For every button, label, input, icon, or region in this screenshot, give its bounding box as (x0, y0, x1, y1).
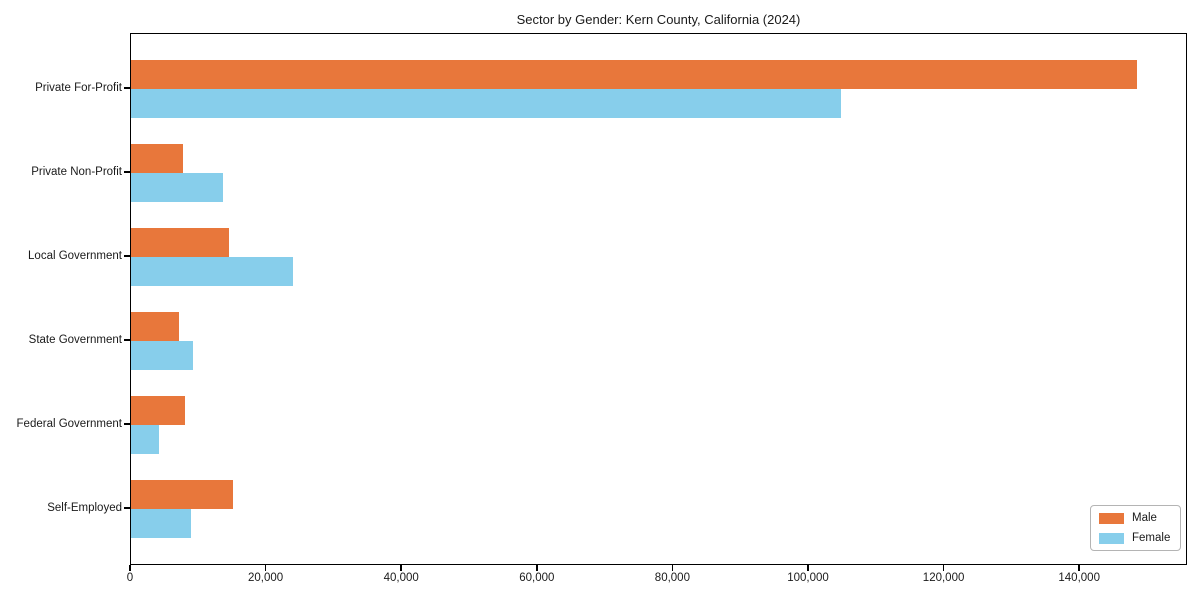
y-tick-mark (124, 87, 130, 89)
legend: Male Female (1090, 505, 1181, 551)
x-tick-mark (942, 565, 945, 571)
legend-entry-male: Male (1099, 512, 1172, 524)
x-tick-mark (129, 565, 131, 571)
x-tick-mark (1078, 565, 1080, 571)
bar-male-self-employed (131, 480, 233, 509)
bar-female-state-government (131, 341, 193, 370)
x-tick-mark (536, 565, 538, 571)
x-tick-label: 140,000 (1058, 572, 1100, 584)
plot-area (130, 33, 1187, 565)
x-tick-mark (807, 565, 809, 571)
y-tick-mark (124, 339, 130, 341)
bar-female-local-government (131, 257, 293, 286)
x-tick-label: 0 (126, 572, 134, 584)
bar-male-private-non-profit (131, 144, 183, 173)
bar-male-private-for-profit (131, 60, 1137, 89)
legend-label: Male (1132, 512, 1157, 524)
y-tick-label-local-government: Local Government (28, 250, 122, 262)
y-tick-mark (124, 171, 130, 173)
y-tick-label-federal-government: Federal Government (16, 418, 122, 430)
x-tick-label: 100,000 (787, 572, 829, 584)
x-tick-mark (671, 565, 674, 571)
legend-swatch-female (1099, 532, 1124, 544)
bar-male-state-government (131, 312, 179, 341)
legend-swatch-male (1099, 512, 1124, 524)
bars-layer (131, 34, 1186, 564)
y-tick-mark (124, 423, 130, 425)
legend-entry-female: Female (1099, 532, 1172, 544)
x-tick-label: 120,000 (922, 572, 965, 584)
bar-male-local-government (131, 228, 229, 257)
y-tick-mark (124, 507, 130, 509)
y-tick-label-private-for-profit: Private For-Profit (35, 82, 122, 94)
x-tick-label: 80,000 (654, 572, 690, 584)
bar-female-private-for-profit (131, 89, 841, 118)
y-tick-label-self-employed: Self-Employed (47, 502, 122, 514)
bar-male-federal-government (131, 396, 185, 425)
chart-title: Sector by Gender: Kern County, Californi… (516, 12, 801, 27)
y-tick-label-state-government: State Government (28, 334, 122, 346)
bar-female-self-employed (131, 509, 191, 538)
y-tick-label-private-non-profit: Private Non-Profit (31, 166, 122, 178)
bar-female-federal-government (131, 425, 159, 454)
x-tick-label: 60,000 (519, 572, 555, 584)
x-tick-mark (264, 565, 267, 571)
bar-female-private-non-profit (131, 173, 223, 202)
legend-label: Female (1132, 532, 1171, 544)
x-tick-mark (400, 565, 402, 571)
x-tick-label: 20,000 (248, 572, 284, 584)
x-tick-label: 40,000 (383, 572, 419, 584)
y-tick-mark (124, 255, 130, 257)
